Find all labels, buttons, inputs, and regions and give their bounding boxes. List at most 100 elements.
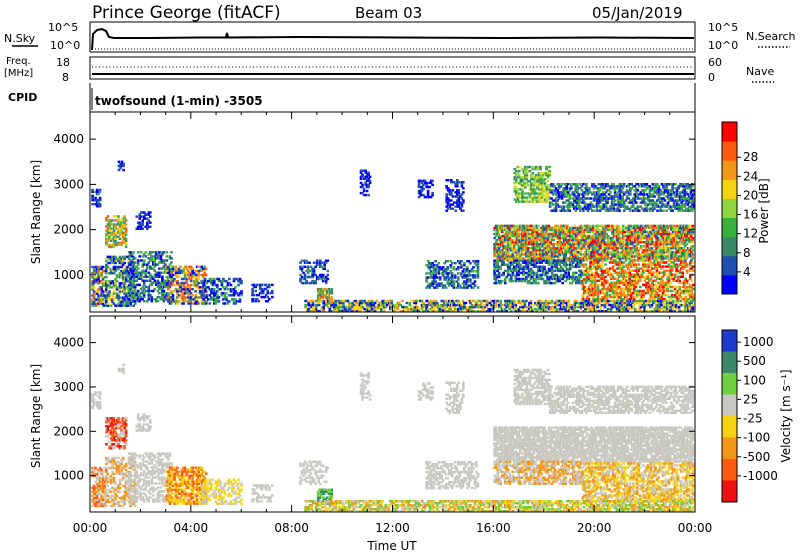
data-cell (537, 257, 540, 260)
data-cell (458, 260, 462, 263)
data-cell (126, 272, 129, 275)
data-cell (570, 257, 574, 260)
data-cell (91, 188, 94, 192)
data-cell (207, 298, 210, 301)
data-cell (631, 241, 634, 244)
data-cell (142, 287, 146, 291)
data-cell (195, 279, 199, 283)
data-cell (127, 272, 131, 275)
data-cell (142, 211, 146, 214)
data-cell (534, 259, 537, 262)
data-cell (659, 191, 662, 194)
data-cell (544, 251, 548, 254)
data-cell (631, 259, 634, 262)
data-cell (496, 230, 499, 234)
data-cell (123, 267, 126, 271)
data-cell (168, 269, 172, 273)
data-cell (505, 236, 508, 240)
data-cell (547, 263, 551, 266)
data-cell (667, 253, 670, 256)
data-cell (303, 265, 307, 268)
freq-scale-top: 18 (56, 56, 70, 69)
data-cell (130, 285, 134, 289)
data-cell (658, 228, 661, 232)
data-cell (168, 285, 172, 289)
data-cell (543, 172, 547, 175)
data-cell (668, 243, 672, 246)
data-cell (188, 267, 191, 271)
data-cell (680, 185, 683, 188)
data-cell (562, 243, 566, 246)
data-cell (506, 243, 510, 246)
data-cell (576, 245, 580, 248)
data-cell (609, 224, 613, 228)
data-cell (126, 255, 129, 259)
data-cell (666, 197, 670, 200)
data-cell (186, 288, 190, 291)
data-cell (105, 241, 108, 244)
data-cell (656, 183, 659, 186)
data-cell (529, 253, 533, 256)
data-cell (142, 259, 146, 262)
data-cell (129, 296, 132, 299)
data-cell (496, 259, 499, 262)
data-cell (599, 259, 602, 262)
data-cell (194, 294, 197, 297)
data-cell (595, 201, 599, 204)
data-cell (195, 265, 199, 268)
data-cell (437, 282, 440, 285)
data-cell (531, 198, 535, 201)
data-cell (550, 253, 554, 256)
data-cell (510, 232, 513, 236)
data-cell (680, 203, 683, 206)
data-cell (658, 241, 661, 244)
data-cell (444, 260, 448, 263)
data-cell (651, 209, 655, 212)
data-cell (541, 238, 545, 242)
data-cell (534, 178, 538, 181)
data-cell (522, 169, 526, 173)
data-cell (652, 257, 655, 260)
data-cell (494, 238, 498, 242)
data-cell (203, 290, 207, 293)
data-cell (582, 191, 585, 194)
data-cell (644, 247, 648, 250)
data-cell (562, 187, 565, 190)
data-cell (177, 300, 181, 303)
data-cell (565, 185, 568, 188)
data-cell (506, 238, 510, 242)
data-cell (112, 284, 116, 287)
data-cell (684, 183, 688, 186)
data-cell (531, 236, 534, 240)
data-cell (188, 271, 191, 275)
data-cell (521, 180, 524, 183)
data-cell (690, 238, 693, 242)
data-cell (133, 257, 137, 260)
data-cell (626, 226, 629, 230)
data-cell (610, 199, 614, 202)
data-cell (118, 225, 122, 228)
data-cell (578, 228, 581, 232)
data-cell (156, 289, 160, 293)
data-cell (634, 230, 637, 234)
data-cell (129, 275, 132, 278)
data-cell (673, 253, 676, 256)
data-cell (635, 183, 638, 186)
data-cell (303, 281, 307, 285)
data-cell (494, 279, 498, 283)
data-cell (560, 183, 564, 186)
data-cell (536, 176, 539, 179)
data-cell (540, 236, 543, 240)
data-cell (529, 257, 533, 260)
data-cell (582, 193, 585, 196)
data-cell (576, 228, 580, 232)
data-cell (315, 277, 319, 281)
data-cell (621, 243, 625, 246)
data-cell (162, 289, 166, 293)
data-cell (623, 230, 626, 234)
data-cell (141, 219, 144, 222)
data-cell (108, 286, 111, 289)
data-cell (451, 262, 454, 265)
data-cell (677, 245, 681, 248)
data-cell (260, 287, 263, 291)
